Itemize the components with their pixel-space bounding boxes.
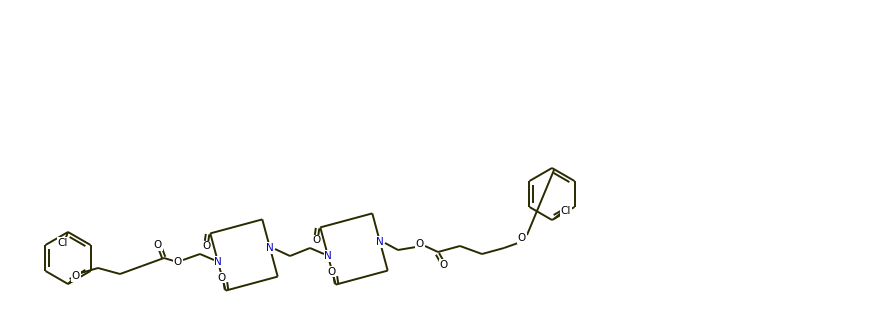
Text: N: N [266, 243, 274, 253]
Text: O: O [154, 240, 162, 250]
Text: N: N [324, 251, 332, 261]
Text: O: O [202, 241, 210, 251]
Text: N: N [376, 237, 384, 247]
Text: O: O [72, 271, 80, 281]
Text: O: O [518, 233, 526, 243]
Text: O: O [312, 236, 320, 245]
Text: O: O [174, 257, 182, 267]
Text: O: O [415, 239, 424, 249]
Text: N: N [214, 257, 222, 267]
Text: O: O [440, 260, 448, 270]
Text: Cl: Cl [560, 206, 571, 216]
Text: O: O [328, 267, 336, 277]
Text: O: O [217, 273, 225, 283]
Text: Cl: Cl [57, 238, 68, 248]
